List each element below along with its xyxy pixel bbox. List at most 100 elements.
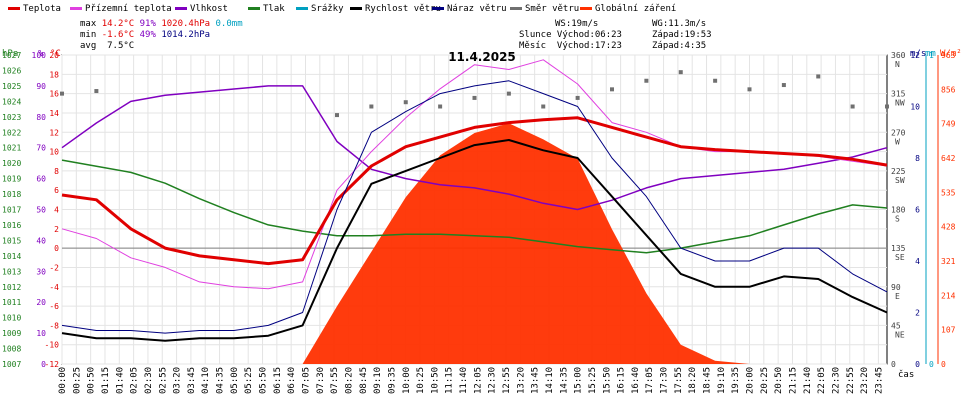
time-tick-label: 04:35	[216, 367, 226, 394]
wm2-tick-label: 107	[941, 326, 956, 335]
time-tick-label: 20:00	[746, 367, 756, 394]
pct-tick-label: 10	[36, 329, 46, 338]
time-tick-label: 10:25	[416, 367, 426, 394]
time-tick-label: 15:25	[588, 367, 598, 394]
time-tick-label: 01:15	[101, 367, 111, 394]
stat-sun: Slunce Východ:06:23	[519, 30, 622, 40]
time-tick-label: 07:30	[316, 367, 326, 394]
wind-direction-point	[644, 78, 649, 83]
line-series	[61, 59, 888, 342]
max-label: max	[80, 19, 97, 29]
time-tick-label: 23:45	[874, 367, 884, 394]
wind-gust-line	[61, 80, 888, 334]
degc-tick-label: 4	[54, 206, 59, 215]
legend-label: Přízemní teplota	[85, 4, 172, 14]
degc-tick-label: -12	[45, 360, 60, 369]
degc-tick-label: 8	[54, 167, 59, 176]
hpa-tick-label: 1009	[2, 329, 21, 338]
mm-axis-label: mm	[925, 49, 936, 59]
min-hum: 49%	[139, 30, 156, 40]
dir-tick-label: 270	[891, 128, 906, 137]
time-tick-label: 07:55	[330, 367, 340, 394]
humidity-line	[61, 85, 888, 211]
hpa-tick-label: 1012	[2, 283, 21, 292]
legend-item: Vlhkost	[175, 3, 228, 15]
time-tick-label: 08:20	[344, 367, 354, 394]
time-tick-label: 18:20	[688, 367, 698, 394]
time-tick-label: 15:00	[574, 367, 584, 394]
time-tick-label: 13:45	[531, 367, 541, 394]
pct-tick-label: 40	[36, 236, 46, 245]
dir-tick-label: 315	[891, 90, 906, 99]
stats-avg: avg 7.5°C	[80, 41, 134, 51]
time-tick-label: 03:45	[187, 367, 197, 394]
chart-title: 11.4.2025	[448, 50, 516, 64]
time-tick-label: 20:25	[760, 367, 770, 394]
time-tick-label: 21:15	[788, 367, 798, 394]
wm2-tick-label: 535	[941, 188, 956, 197]
hpa-tick-label: 1019	[2, 175, 21, 184]
legend-swatch	[432, 7, 444, 10]
time-tick-label: 08:45	[359, 367, 369, 394]
max-hum: 91%	[139, 19, 156, 29]
degc-tick-label: -8	[49, 321, 59, 330]
ms-tick-label: 2	[915, 309, 920, 318]
legend-swatch	[580, 7, 592, 10]
time-tick-label: 06:40	[287, 367, 297, 394]
dir-tick-label: 180	[891, 206, 906, 215]
legend-label: Náraz větru	[447, 4, 507, 14]
legend-item: Srážky	[296, 3, 344, 15]
hpa-tick-label: 1021	[2, 144, 21, 153]
legend-item: Tlak	[248, 3, 285, 15]
legend-label: Srážky	[311, 4, 344, 14]
time-tick-label: 23:20	[860, 367, 870, 394]
wm2-tick-label: 428	[941, 223, 956, 232]
pct-tick-label: 60	[36, 175, 46, 184]
legend-swatch	[296, 7, 308, 10]
wind-direction-point	[610, 87, 614, 92]
dir-compass-label: SW	[895, 176, 905, 185]
wind-direction-point	[747, 87, 752, 92]
time-tick-label: 19:10	[717, 367, 727, 394]
degc-tick-label: -6	[49, 302, 59, 311]
ms-tick-label: 10	[910, 103, 920, 112]
legend-item: Náraz větru	[432, 3, 507, 15]
stat-moonset: Západ:4:35	[652, 41, 707, 51]
degc-tick-label: 20	[49, 51, 59, 60]
hpa-tick-label: 1025	[2, 82, 21, 91]
mm-tick-label: 0	[929, 360, 934, 369]
time-tick-label: 01:40	[115, 367, 125, 394]
wm2-tick-label: 214	[941, 291, 956, 300]
time-tick-label: 14:35	[559, 367, 569, 394]
stat-ws: WS:19m/s	[555, 19, 599, 29]
legend-item: Globální záření	[580, 3, 676, 15]
wind-direction-point	[369, 104, 374, 109]
wm2-tick-label: 856	[941, 85, 956, 94]
dir-tick-label: 135	[891, 244, 906, 253]
max-temp: 14.2°C	[101, 19, 135, 29]
time-tick-label: 22:30	[831, 367, 841, 394]
time-tick-label: 19:35	[731, 367, 741, 394]
legend-item: Rychlost větru	[350, 3, 441, 15]
wind-direction-series	[60, 70, 889, 118]
hpa-tick-label: 1008	[2, 345, 21, 354]
legend-label: Vlhkost	[190, 4, 228, 14]
hpa-tick-label: 1022	[2, 128, 21, 137]
wind-direction-point	[94, 89, 99, 94]
ms-tick-label: 6	[915, 206, 920, 215]
time-tick-label: 00:50	[87, 367, 97, 394]
legend-label: Směr větru	[525, 4, 580, 14]
pct-tick-label: 90	[36, 82, 46, 91]
stat-moon: Měsíc Východ:17:23	[519, 41, 622, 51]
ms-tick-label: 4	[915, 257, 920, 266]
time-tick-label: 05:50	[259, 367, 269, 394]
wind-direction-point	[438, 104, 443, 109]
degc-tick-label: -4	[49, 283, 59, 292]
degc-tick-label: 12	[49, 128, 59, 137]
time-tick-label: 22:05	[817, 367, 827, 394]
dir-compass-label: SE	[895, 253, 905, 262]
time-tick-label: 05:00	[230, 367, 240, 394]
dir-compass-label: N	[895, 60, 900, 69]
time-tick-label: 04:10	[201, 367, 211, 394]
